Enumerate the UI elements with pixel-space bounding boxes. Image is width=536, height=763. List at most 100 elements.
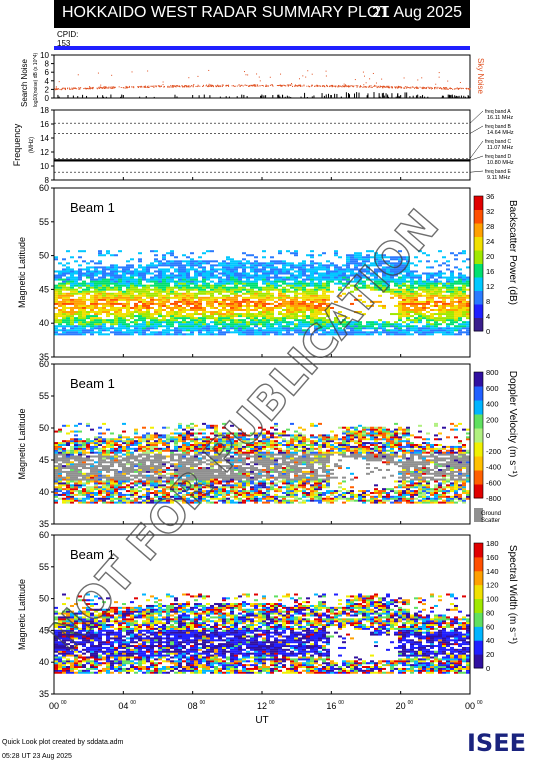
scatter-cell: [74, 327, 78, 330]
search-noise-spike: [353, 93, 355, 98]
scatter-cell: [70, 286, 74, 289]
scatter-cell: [130, 286, 134, 289]
scatter-cell: [294, 327, 298, 330]
noise-point: [244, 84, 246, 86]
noise-point: [155, 85, 157, 87]
scatter-cell: [258, 304, 262, 307]
scatter-cell: [438, 286, 442, 289]
scatter-cell: [70, 501, 74, 504]
scatter-cell: [178, 268, 182, 271]
scatter-cell: [282, 300, 286, 303]
scatter-cell: [82, 442, 86, 445]
scatter-cell: [430, 294, 434, 297]
noise-point: [417, 87, 419, 89]
noise-point: [379, 86, 381, 88]
scatter-cell: [142, 306, 146, 309]
scatter-cell: [186, 436, 190, 439]
scatter-cell: [278, 268, 282, 271]
scatter-cell: [54, 451, 58, 454]
scatter-cell: [170, 319, 174, 322]
scatter-cell: [302, 270, 306, 273]
search-noise-spike: [415, 95, 417, 98]
scatter-cell: [174, 329, 178, 332]
noise-point: [175, 85, 177, 87]
scatter-cell: [106, 278, 110, 281]
scatter-cell: [258, 306, 262, 309]
scatter-cell: [450, 319, 454, 322]
scatter-cell: [158, 457, 162, 460]
scatter-cell: [102, 480, 106, 483]
scatter-cell: [94, 484, 98, 487]
scatter-cell: [358, 258, 362, 261]
noise-point: [366, 86, 368, 88]
search-noise-spike: [325, 94, 327, 98]
noise-point: [282, 84, 284, 86]
scatter-cell: [162, 262, 166, 265]
scatter-cell: [126, 311, 130, 314]
scatter-cell: [266, 331, 270, 334]
scatter-cell: [122, 306, 126, 309]
scatter-cell: [466, 288, 470, 291]
scatter-cell: [202, 276, 206, 279]
noise-point: [221, 84, 223, 86]
scatter-cell: [198, 280, 202, 283]
scatter-cell: [158, 480, 162, 483]
scatter-cell: [162, 493, 166, 496]
scatter-cell: [282, 268, 286, 271]
scatter-cell: [422, 331, 426, 334]
scatter-cell: [110, 484, 114, 487]
scatter-cell: [182, 465, 186, 468]
scatter-cell: [346, 321, 350, 324]
scatter-cell: [102, 292, 106, 295]
scatter-cell: [454, 321, 458, 324]
scatter-cell: [282, 298, 286, 301]
scatter-cell: [410, 270, 414, 273]
scatter-cell: [186, 286, 190, 289]
noise-point: [252, 84, 254, 86]
scatter-cell: [266, 325, 270, 328]
noise-point: [85, 88, 87, 90]
scatter-cell: [118, 329, 122, 332]
scatter-cell: [198, 260, 202, 263]
scatter-cell: [446, 264, 450, 267]
scatter-cell: [194, 304, 198, 307]
scatter-cell: [234, 309, 238, 312]
scatter-cell: [418, 282, 422, 285]
scatter-cell: [414, 309, 418, 312]
scatter-cell: [418, 274, 422, 277]
scatter-cell: [258, 292, 262, 295]
scatter-cell: [110, 455, 114, 458]
scatter-cell: [262, 264, 266, 267]
noise-point: [279, 84, 281, 86]
scatter-cell: [370, 331, 374, 334]
scatter-cell: [162, 304, 166, 307]
scatter-cell: [134, 321, 138, 324]
scatter-cell: [126, 467, 130, 470]
scatter-cell: [310, 284, 314, 287]
scatter-cell: [174, 497, 178, 500]
scatter-cell: [122, 476, 126, 479]
noise-point: [171, 85, 173, 87]
scatter-cell: [138, 272, 142, 275]
scatter-cell: [294, 311, 298, 314]
scatter-cell: [118, 472, 122, 475]
scatter-cell: [54, 319, 58, 322]
scatter-cell: [58, 497, 62, 500]
scatter-cell: [350, 333, 354, 336]
scatter-cell: [406, 309, 410, 312]
scatter-cell: [338, 315, 342, 318]
scatter-cell: [106, 250, 110, 253]
scatter-cell: [318, 298, 322, 301]
scatter-cell: [166, 306, 170, 309]
scatter-cell: [390, 280, 394, 283]
scatter-cell: [310, 323, 314, 326]
scatter-cell: [254, 292, 258, 295]
scatter-cell: [130, 270, 134, 273]
scatter-cell: [138, 467, 142, 470]
noise-point: [208, 69, 210, 71]
scatter-cell: [70, 317, 74, 320]
noise-point: [388, 85, 390, 87]
scatter-cell: [426, 294, 430, 297]
scatter-cell: [186, 453, 190, 456]
scatter-cell: [430, 323, 434, 326]
